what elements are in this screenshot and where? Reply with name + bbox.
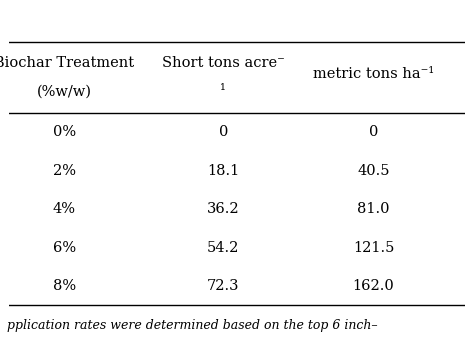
Text: 0%: 0% (53, 125, 76, 139)
Text: 0: 0 (369, 125, 378, 139)
Text: 121.5: 121.5 (353, 240, 394, 254)
Text: 6%: 6% (53, 240, 76, 254)
Text: (%w/w): (%w/w) (36, 84, 91, 98)
Text: Short tons acre⁻: Short tons acre⁻ (162, 55, 285, 69)
Text: pplication rates were determined based on the top 6 inch–: pplication rates were determined based o… (7, 319, 378, 332)
Text: 2%: 2% (53, 164, 75, 178)
Text: 0: 0 (219, 125, 228, 139)
Text: metric tons ha⁻¹: metric tons ha⁻¹ (313, 67, 434, 81)
Text: 54.2: 54.2 (207, 240, 239, 254)
Text: 36.2: 36.2 (207, 202, 240, 216)
Text: 40.5: 40.5 (357, 164, 390, 178)
Text: 72.3: 72.3 (207, 279, 239, 293)
Text: Biochar Treatment: Biochar Treatment (0, 55, 134, 69)
Text: 18.1: 18.1 (207, 164, 239, 178)
Text: 162.0: 162.0 (353, 279, 394, 293)
Text: 8%: 8% (53, 279, 76, 293)
Text: 81.0: 81.0 (357, 202, 390, 216)
Text: ¹: ¹ (220, 84, 226, 98)
Text: 4%: 4% (53, 202, 75, 216)
